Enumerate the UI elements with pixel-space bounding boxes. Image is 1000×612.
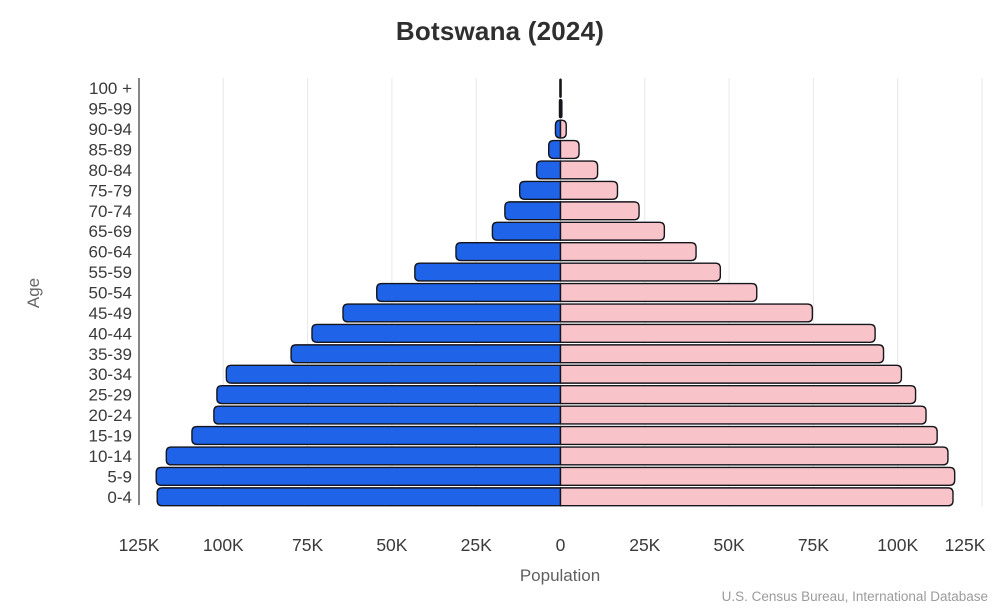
female-bar-80-84[interactable] — [559, 160, 599, 180]
y-axis-label: 40-44 — [89, 324, 132, 343]
x-tick-label: 125K — [119, 535, 160, 555]
male-bar-30-34[interactable] — [225, 364, 562, 384]
x-tick-label: 25K — [461, 535, 492, 555]
y-axis-label: 30-34 — [89, 365, 132, 384]
x-tick-label: 0 — [556, 535, 566, 555]
y-axis-label: 85-89 — [89, 141, 132, 160]
male-bar-65-69[interactable] — [491, 221, 562, 241]
y-axis-label: 55-59 — [89, 263, 132, 282]
y-axis-label: 75-79 — [89, 181, 132, 200]
female-bar-60-64[interactable] — [559, 242, 697, 262]
female-bar-25-29[interactable] — [559, 385, 917, 405]
y-axis-label: 90-94 — [89, 120, 132, 139]
x-tick-label: 100K — [203, 535, 244, 555]
female-bar-40-44[interactable] — [559, 323, 876, 343]
y-axis-label: 35-39 — [89, 345, 132, 364]
male-bar-0-4[interactable] — [156, 487, 562, 507]
y-axis-label: 5-9 — [107, 467, 132, 486]
male-bar-20-24[interactable] — [213, 405, 562, 425]
y-axis-label: 25-29 — [89, 386, 132, 405]
female-bar-75-79[interactable] — [559, 180, 619, 200]
y-axis-label: 20-24 — [89, 406, 132, 425]
source-attribution: U.S. Census Bureau, International Databa… — [721, 589, 988, 604]
female-bar-90-94[interactable] — [559, 119, 567, 139]
y-axis-label: 60-64 — [89, 243, 132, 262]
male-bar-35-39[interactable] — [290, 344, 562, 364]
female-bar-45-49[interactable] — [559, 303, 814, 323]
x-tick-label: 50K — [714, 535, 745, 555]
y-axis-label: 70-74 — [89, 202, 132, 221]
female-bar-95-99[interactable] — [559, 99, 563, 119]
male-bar-40-44[interactable] — [311, 323, 562, 343]
male-bar-25-29[interactable] — [216, 385, 562, 405]
female-bar-35-39[interactable] — [559, 344, 885, 364]
male-bar-85-89[interactable] — [547, 139, 562, 160]
y-axis-label: 65-69 — [89, 222, 132, 241]
x-tick-label: 75K — [292, 535, 323, 555]
female-bar-20-24[interactable] — [559, 405, 927, 425]
female-bar-10-14[interactable] — [559, 446, 949, 466]
y-axis-label: 10-14 — [89, 447, 132, 466]
x-tick-label: 100K — [877, 535, 918, 555]
chart-title: Botswana (2024) — [395, 16, 605, 46]
y-axis-label: 80-84 — [89, 161, 132, 180]
female-bar-0-4[interactable] — [559, 487, 954, 507]
x-tick-label: 125K — [945, 535, 986, 555]
y-axis-label: 45-49 — [89, 304, 132, 323]
female-bar-15-19[interactable] — [559, 425, 938, 446]
female-bar-100+[interactable] — [559, 78, 562, 98]
x-tick-label: 50K — [376, 535, 407, 555]
male-bar-10-14[interactable] — [165, 446, 562, 466]
male-bar-55-59[interactable] — [414, 262, 562, 282]
female-bar-70-74[interactable] — [559, 201, 640, 221]
male-bar-50-54[interactable] — [376, 282, 562, 303]
female-bar-30-34[interactable] — [559, 364, 903, 384]
male-bar-70-74[interactable] — [504, 201, 562, 221]
female-bar-55-59[interactable] — [559, 262, 722, 282]
y-axis-label: 100 + — [89, 79, 132, 98]
x-tick-label: 75K — [798, 535, 829, 555]
male-bar-5-9[interactable] — [155, 466, 562, 486]
female-bar-85-89[interactable] — [559, 139, 580, 160]
female-bar-5-9[interactable] — [559, 466, 956, 486]
female-bar-65-69[interactable] — [559, 221, 666, 241]
x-axis-title: Population — [519, 566, 601, 585]
y-axis-label: 50-54 — [89, 284, 132, 303]
male-bar-60-64[interactable] — [455, 242, 562, 262]
female-bar-50-54[interactable] — [559, 282, 758, 303]
y-axis-title: Age — [24, 277, 43, 309]
male-bar-75-79[interactable] — [518, 180, 562, 200]
male-bar-15-19[interactable] — [191, 425, 562, 446]
y-axis-label: 95-99 — [89, 100, 132, 119]
x-tick-label: 25K — [629, 535, 660, 555]
y-axis-label: 0-4 — [107, 488, 132, 507]
male-bar-45-49[interactable] — [342, 303, 562, 323]
y-axis-label: 15-19 — [89, 427, 132, 446]
male-bar-80-84[interactable] — [535, 160, 562, 180]
male-bar-90-94[interactable] — [554, 119, 562, 139]
